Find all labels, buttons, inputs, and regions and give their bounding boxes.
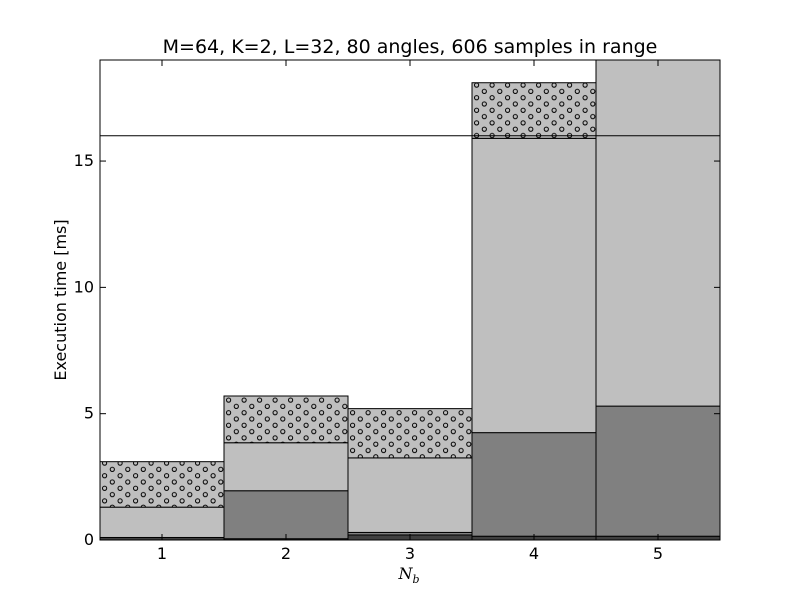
bar-segment-5-3 (595, 60, 720, 407)
y-tick-label: 0 (84, 530, 94, 549)
y-axis-ticks: 0 5 10 15 (74, 151, 720, 549)
y-axis-label: Execution time [ms] (51, 219, 70, 380)
y-tick-label: 5 (84, 404, 94, 423)
x-tick-label: 1 (157, 544, 167, 563)
x-tick-label: 3 (405, 544, 415, 563)
bar-segment-1-4 (100, 461, 225, 508)
chart-title: M=64, K=2, L=32, 80 angles, 606 samples … (163, 36, 658, 58)
bar-segment-1-3 (100, 506, 225, 538)
x-axis-label-main: N (397, 564, 413, 583)
x-tick-label: 4 (529, 544, 539, 563)
y-tick-label: 15 (74, 151, 94, 170)
bar-segment-2-4 (223, 395, 349, 444)
bar-segment-3-3 (347, 457, 473, 533)
y-tick-label: 10 (74, 277, 94, 296)
bar-segment-2-2 (223, 490, 349, 540)
x-axis-label: Nb (397, 564, 419, 586)
bar-segment-4-3 (471, 137, 597, 434)
bar-segment-4-2 (471, 432, 597, 537)
bar-stacks (100, 60, 720, 540)
bar-segment-2-3 (223, 442, 349, 492)
x-axis-label-subscript: b (412, 573, 419, 586)
x-tick-label: 5 (653, 544, 663, 563)
bar-segment-4-4 (471, 82, 597, 139)
bar-segment-5-2 (595, 405, 720, 537)
bar-segment-3-4 (347, 408, 473, 459)
x-tick-label: 2 (281, 544, 291, 563)
x-axis-ticks: 1 2 3 4 5 (157, 60, 663, 563)
